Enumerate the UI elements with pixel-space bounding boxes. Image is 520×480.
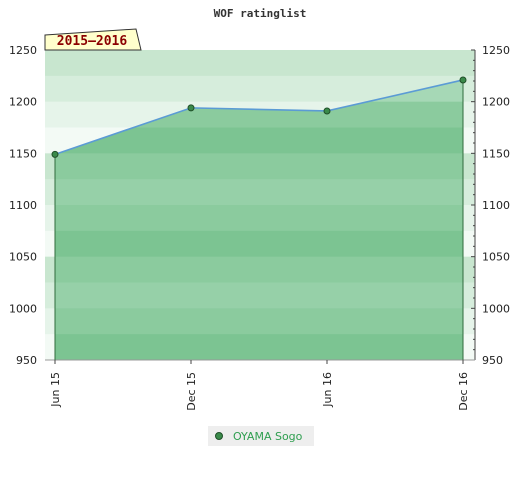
- background-band: [45, 50, 475, 77]
- y-tick-label-right: 1250: [482, 44, 510, 57]
- y-tick-label-right: 950: [482, 354, 503, 367]
- area-stripe: [55, 308, 463, 335]
- series-line: [54, 79, 464, 156]
- y-tick-label-right: 1150: [482, 147, 510, 160]
- y-axis-right: 950 1000 1050 1100 1150 1200 1250: [471, 44, 510, 367]
- data-point[interactable]: [323, 107, 331, 115]
- y-tick-label-right: 1200: [482, 96, 510, 109]
- legend-item-label: OYAMA Sogo: [233, 430, 303, 443]
- area-stripe: [55, 230, 463, 258]
- area-stripe: [55, 334, 463, 360]
- series-marks: [51, 76, 467, 360]
- y-tick-label: 950: [16, 354, 37, 367]
- x-tick-label: Dec 15: [185, 372, 198, 411]
- legend[interactable]: OYAMA Sogo: [208, 426, 314, 446]
- x-axis: Jun 15 Dec 15 Jun 16 Dec 16: [45, 359, 475, 411]
- area-stripe: [55, 205, 463, 232]
- y-tick-label: 1100: [9, 199, 37, 212]
- data-point[interactable]: [187, 104, 195, 112]
- x-tick-label: Jun 16: [321, 372, 334, 408]
- y-tick-label: 1000: [9, 302, 37, 315]
- area-stripe: [55, 256, 463, 283]
- x-tick-label: Dec 16: [457, 372, 470, 411]
- area-stripe: [55, 282, 463, 309]
- legend-marker-icon: [215, 432, 223, 440]
- y-tick-label: 1200: [9, 96, 37, 109]
- y-tick-label: 1050: [9, 251, 37, 264]
- area-stripe: [55, 153, 463, 180]
- period-badge-label: 2015–2016: [57, 34, 128, 49]
- legend-background: [208, 426, 314, 446]
- chart-title: WOF ratinglist: [214, 7, 307, 20]
- y-tick-label-right: 1050: [482, 251, 510, 264]
- y-axis-left: 950 1000 1050 1100 1150 1200 1250: [9, 44, 37, 367]
- y-tick-label: 1250: [9, 44, 37, 57]
- y-tick-label: 1150: [9, 147, 37, 160]
- y-tick-label-right: 1000: [482, 302, 510, 315]
- y-tick-label-right: 1100: [482, 199, 510, 212]
- period-badge: 2015–2016: [44, 28, 142, 51]
- area-stripe: [55, 179, 463, 206]
- data-point[interactable]: [51, 150, 59, 158]
- period-badge-box: [44, 28, 142, 51]
- data-point[interactable]: [459, 76, 467, 84]
- x-tick-label: Jun 15: [49, 372, 62, 408]
